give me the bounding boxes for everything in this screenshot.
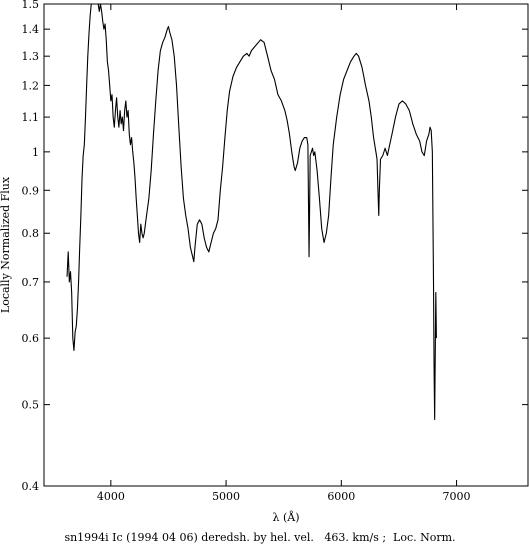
- y-axis-label: Locally Normalized Flux: [0, 176, 12, 313]
- y-tick-label: 1: [32, 146, 39, 159]
- plot-frame: [43, 3, 529, 487]
- y-tick-label: 0.9: [22, 184, 40, 197]
- y-tick-label: 1.1: [22, 111, 40, 124]
- spectrum-line: [66, 4, 437, 421]
- x-tick-label: 4000: [97, 490, 125, 503]
- y-tick-label: 0.8: [22, 227, 40, 240]
- y-tick-label: 0.6: [22, 332, 40, 345]
- y-axis: 0.4 0.5 0.6 0.7 0.8 0.9 1 1.1 1.2 1.3 1.4 1.5: [22, 0, 528, 493]
- x-axis-label: λ (Å): [273, 510, 300, 524]
- y-tick-label: 1.2: [22, 79, 40, 92]
- y-tick-label: 1.5: [22, 0, 40, 11]
- series-layer: [66, 4, 437, 421]
- y-tick-label: 0.5: [22, 399, 40, 412]
- y-tick-label: 0.7: [22, 276, 40, 289]
- x-tick-label: 5000: [212, 490, 240, 503]
- x-axis: 4000 5000 6000 7000: [97, 4, 471, 503]
- x-tick-label: 6000: [327, 490, 355, 503]
- x-tick-label: 7000: [443, 490, 471, 503]
- y-tick-label: 1.4: [22, 23, 40, 36]
- y-tick-label: 1.3: [22, 50, 40, 63]
- chart-caption: sn1994i Ic (1994 04 06) deredsh. by hel.…: [64, 531, 455, 544]
- y-tick-label: 0.4: [22, 480, 40, 493]
